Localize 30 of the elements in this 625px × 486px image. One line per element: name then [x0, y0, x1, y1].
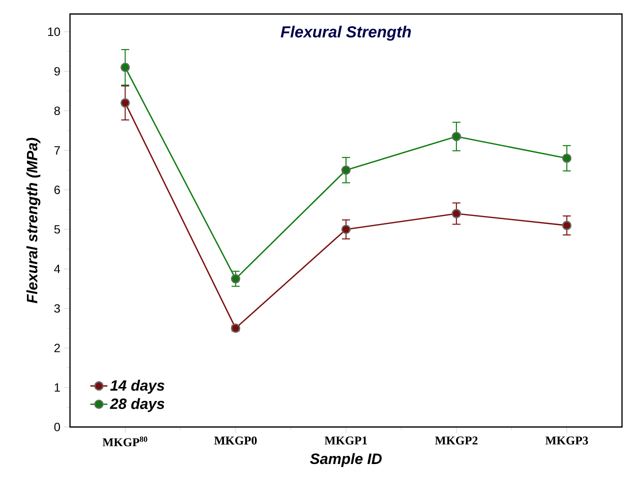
y-tick-label: 2 [54, 344, 60, 352]
y-tick-label: 4 [54, 264, 60, 274]
x-tick-label: MKGP0 [214, 436, 257, 445]
point [341, 224, 351, 234]
x-tick-label: MKGP2 [435, 436, 478, 445]
point [230, 274, 240, 284]
point [120, 62, 130, 72]
point [341, 165, 351, 175]
y-tick-label: 3 [54, 304, 60, 313]
point [452, 208, 462, 218]
point [562, 220, 572, 230]
y-tick-label: 8 [54, 106, 60, 116]
x-tick-label: MKGP$^{80}$ [102, 436, 148, 446]
x-tick-label: MKGP1 [324, 436, 367, 445]
point [452, 132, 462, 142]
legend-label: 14 days [110, 380, 164, 394]
text: Flexural Strength [280, 26, 411, 41]
point [120, 98, 130, 108]
y-tick-label: 7 [54, 146, 60, 154]
y-axis-title: Flexural strength (MPa) [26, 138, 40, 304]
legend-label: 28 days [110, 398, 164, 412]
x-axis-title: Sample ID [310, 453, 382, 468]
y-tick-label: 10 [48, 28, 60, 36]
x-tick-label: MKGP3 [545, 436, 588, 445]
y-tick-label: 0 [54, 422, 60, 432]
y-tick-label: 5 [54, 225, 60, 234]
y-tick-label: 1 [54, 383, 60, 392]
y-tick-label: 9 [54, 67, 60, 76]
y-tick-label: 6 [54, 186, 60, 194]
point [562, 154, 572, 163]
